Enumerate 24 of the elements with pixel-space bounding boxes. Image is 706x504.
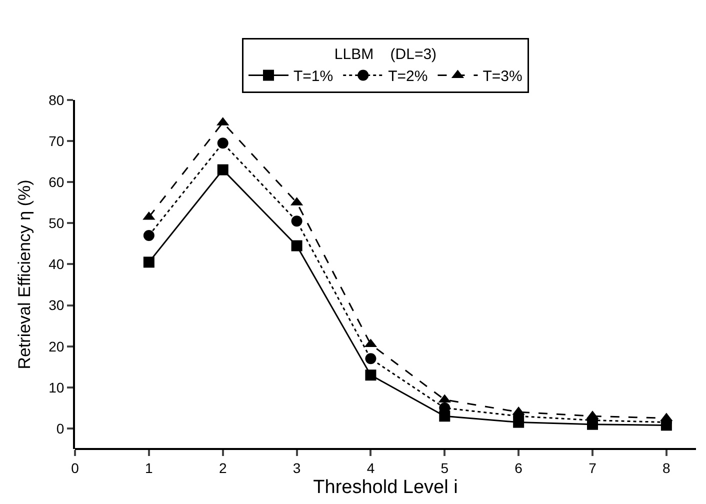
y-tick-label: 70 <box>48 132 64 149</box>
y-tick-label: 0 <box>56 420 64 436</box>
x-tick-label: 2 <box>218 460 227 476</box>
legend-label: T=3% <box>482 68 522 86</box>
y-tick-label: 80 <box>48 92 64 108</box>
x-tick-label: 1 <box>145 460 154 476</box>
x-tick-label: 0 <box>71 460 80 476</box>
y-tick-label: 10 <box>48 379 64 396</box>
y-tick-label: 30 <box>48 297 64 314</box>
y-tick-label: 50 <box>48 215 64 232</box>
x-axis-title: Threshold Level i <box>313 477 458 498</box>
x-tick-label: 6 <box>514 460 523 476</box>
x-tick-label: 8 <box>662 460 671 476</box>
y-tick-label: 60 <box>48 174 64 190</box>
x-tick-label: 4 <box>366 460 375 476</box>
x-tick-label: 3 <box>292 460 301 476</box>
y-tick-label: 40 <box>48 256 64 272</box>
legend-title: LLBM (DL=3) <box>334 46 437 64</box>
x-tick-label: 5 <box>440 460 449 476</box>
legend-label: T=1% <box>294 68 334 86</box>
y-tick-label: 20 <box>48 338 64 354</box>
x-tick-label: 7 <box>588 460 597 476</box>
y-axis-title: Retrieval Efficiency η (%) <box>15 180 34 370</box>
legend-label: T=2% <box>388 68 428 86</box>
